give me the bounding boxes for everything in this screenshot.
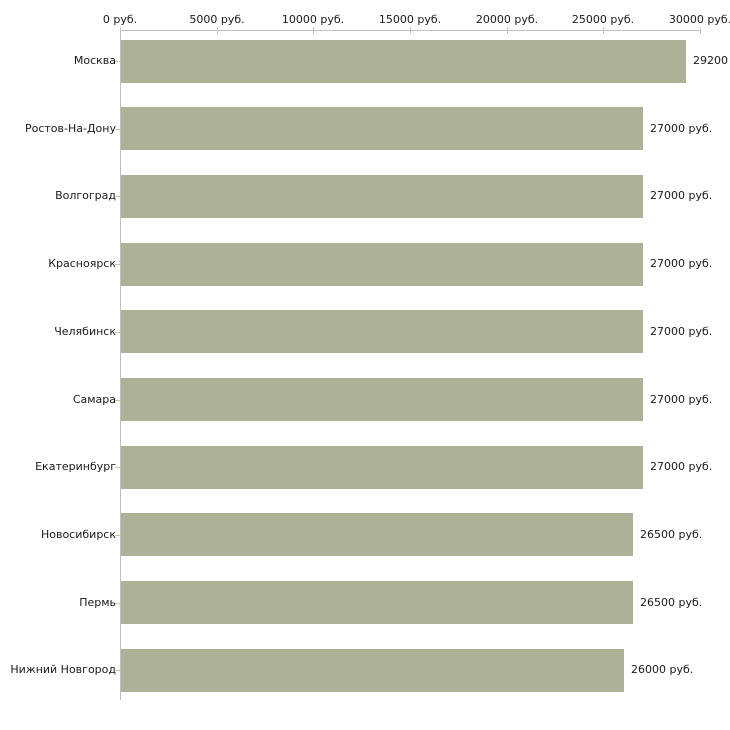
y-axis-tick — [115, 129, 120, 130]
value-label: 26500 руб. — [640, 596, 703, 609]
x-axis-tick-label: 0 руб. — [102, 13, 138, 26]
value-label: 27000 руб. — [650, 189, 713, 202]
y-axis-tick — [115, 400, 120, 401]
category-label: Екатеринбург — [35, 460, 116, 473]
x-axis-tick — [217, 27, 218, 34]
y-axis-tick — [115, 332, 120, 333]
y-axis-tick — [115, 670, 120, 671]
category-label: Челябинск — [54, 325, 116, 338]
bar — [121, 378, 643, 421]
value-label: 27000 руб. — [650, 122, 713, 135]
x-axis-tick-label: 15000 руб. — [378, 13, 442, 26]
category-label: Нижний Новгород — [10, 663, 116, 676]
bar — [121, 107, 643, 150]
x-axis-tick — [410, 27, 411, 34]
x-axis-tick-label: 10000 руб. — [281, 13, 345, 26]
x-axis-tick-label: 25000 руб. — [571, 13, 635, 26]
value-label: 27000 руб. — [650, 393, 713, 406]
value-label: 26500 руб. — [640, 528, 703, 541]
bar — [121, 581, 633, 624]
bar — [121, 513, 633, 556]
category-label: Москва — [73, 54, 116, 67]
y-axis-tick — [115, 467, 120, 468]
category-label: Пермь — [79, 596, 116, 609]
bar — [121, 175, 643, 218]
category-label: Красноярск — [48, 257, 116, 270]
y-axis-line — [120, 30, 121, 700]
x-axis-tick — [507, 27, 508, 34]
bar — [121, 310, 643, 353]
bar — [121, 649, 624, 692]
value-label: 29200 руб. — [693, 54, 730, 67]
y-axis-tick — [115, 61, 120, 62]
y-axis-tick — [115, 196, 120, 197]
x-axis-tick-label: 20000 руб. — [475, 13, 539, 26]
y-axis-tick — [115, 603, 120, 604]
bar — [121, 446, 643, 489]
x-axis-tick — [313, 27, 314, 34]
category-label: Ростов-На-Дону — [24, 122, 116, 135]
bar — [121, 243, 643, 286]
category-label: Волгоград — [55, 189, 116, 202]
x-axis-tick — [603, 27, 604, 34]
category-label: Новосибирск — [40, 528, 116, 541]
category-label: Самара — [72, 393, 116, 406]
x-axis-tick-label: 30000 руб. — [668, 13, 730, 26]
x-axis-tick-label: 5000 руб. — [189, 13, 245, 26]
y-axis-tick — [115, 535, 120, 536]
bar — [121, 40, 686, 83]
value-label: 27000 руб. — [650, 460, 713, 473]
value-label: 26000 руб. — [631, 663, 694, 676]
x-axis-tick — [700, 27, 701, 34]
value-label: 27000 руб. — [650, 257, 713, 270]
value-label: 27000 руб. — [650, 325, 713, 338]
y-axis-tick — [115, 264, 120, 265]
